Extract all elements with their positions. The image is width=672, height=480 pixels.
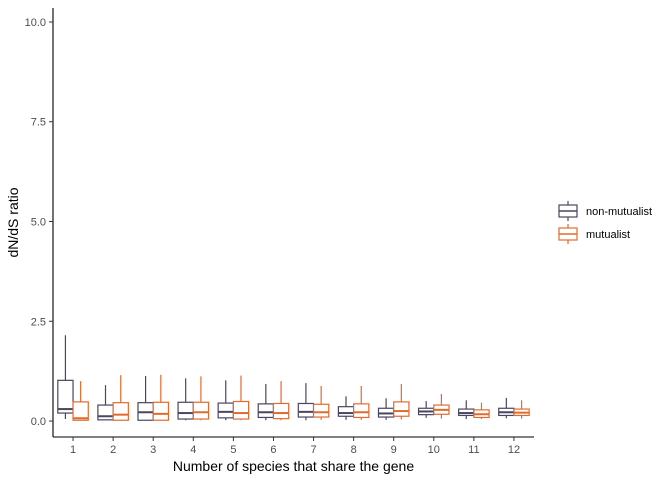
box-non-mutualist-5	[217, 380, 234, 421]
box-mutualist-2	[112, 375, 129, 421]
box-iqr	[257, 403, 275, 419]
plot-area	[57, 335, 530, 421]
box-iqr	[192, 401, 210, 420]
x-tick-label: 11	[468, 444, 479, 456]
box-mutualist-3	[152, 374, 170, 421]
box-iqr	[97, 404, 114, 421]
box-non-mutualist-3	[137, 375, 154, 421]
box-non-mutualist-8	[337, 396, 355, 420]
legend-label: non-mutualist	[586, 206, 652, 218]
y-tick-label: 7.5	[31, 117, 46, 129]
box-mutualist-10	[433, 393, 450, 419]
box-iqr	[177, 401, 194, 420]
y-tick-label: 5.0	[31, 217, 46, 229]
x-tick-label: 2	[110, 444, 116, 456]
x-tick-label: 1	[70, 444, 76, 456]
legend: non-mutualist mutualist	[558, 201, 652, 244]
box-non-mutualist-9	[377, 398, 395, 420]
box-iqr	[312, 403, 330, 418]
legend-item-mutualist: mutualist	[558, 224, 630, 244]
y-axis: 0.0 2.5 5.0 7.5 10.0	[25, 8, 54, 437]
y-tick-label: 0.0	[31, 416, 46, 428]
box-iqr	[72, 401, 89, 421]
y-axis-title: dN/dS ratio	[5, 187, 21, 257]
x-axis: 1 2 3 4 5 6 7 8 9 10 11 12	[53, 436, 534, 456]
box-iqr	[217, 402, 234, 419]
box-mutualist-1	[72, 381, 89, 421]
y-tick-label: 10.0	[25, 17, 46, 29]
box-non-mutualist-1	[57, 335, 74, 420]
box-mutualist-11	[473, 402, 490, 420]
box-non-mutualist-2	[97, 385, 114, 421]
box-non-mutualist-7	[297, 383, 315, 421]
box-iqr	[272, 402, 290, 420]
box-mutualist-6	[272, 381, 290, 421]
box-iqr	[57, 379, 74, 414]
x-tick-label: 12	[508, 444, 520, 456]
box-non-mutualist-11	[458, 400, 475, 420]
y-tick-label: 2.5	[31, 316, 46, 328]
box-iqr	[337, 406, 355, 417]
box-iqr	[393, 401, 410, 417]
box-mutualist-9	[393, 383, 410, 420]
box-iqr	[353, 403, 370, 419]
x-tick-label: 8	[351, 444, 357, 456]
box-iqr	[232, 400, 250, 420]
x-tick-label: 6	[270, 444, 276, 456]
box-mutualist-8	[353, 385, 370, 420]
box-iqr	[112, 402, 129, 421]
box-non-mutualist-4	[177, 378, 194, 421]
x-tick-label: 3	[150, 444, 156, 456]
x-tick-label: 7	[310, 444, 316, 456]
x-tick-label: 5	[230, 444, 236, 456]
x-tick-label: 4	[190, 444, 196, 456]
box-non-mutualist-10	[417, 401, 435, 418]
box-iqr	[152, 401, 170, 421]
box-mutualist-5	[232, 375, 250, 421]
box-mutualist-12	[513, 400, 530, 419]
box-non-mutualist-6	[257, 383, 275, 421]
x-axis-title: Number of species that share the gene	[173, 458, 414, 474]
box-iqr	[297, 402, 315, 418]
box-mutualist-4	[192, 376, 210, 421]
box-mutualist-7	[312, 385, 330, 420]
legend-item-non-mutualist: non-mutualist	[558, 201, 652, 221]
legend-label: mutualist	[586, 229, 630, 241]
x-tick-label: 9	[391, 444, 397, 456]
box-non-mutualist-12	[498, 397, 515, 419]
x-tick-label: 10	[428, 444, 440, 456]
